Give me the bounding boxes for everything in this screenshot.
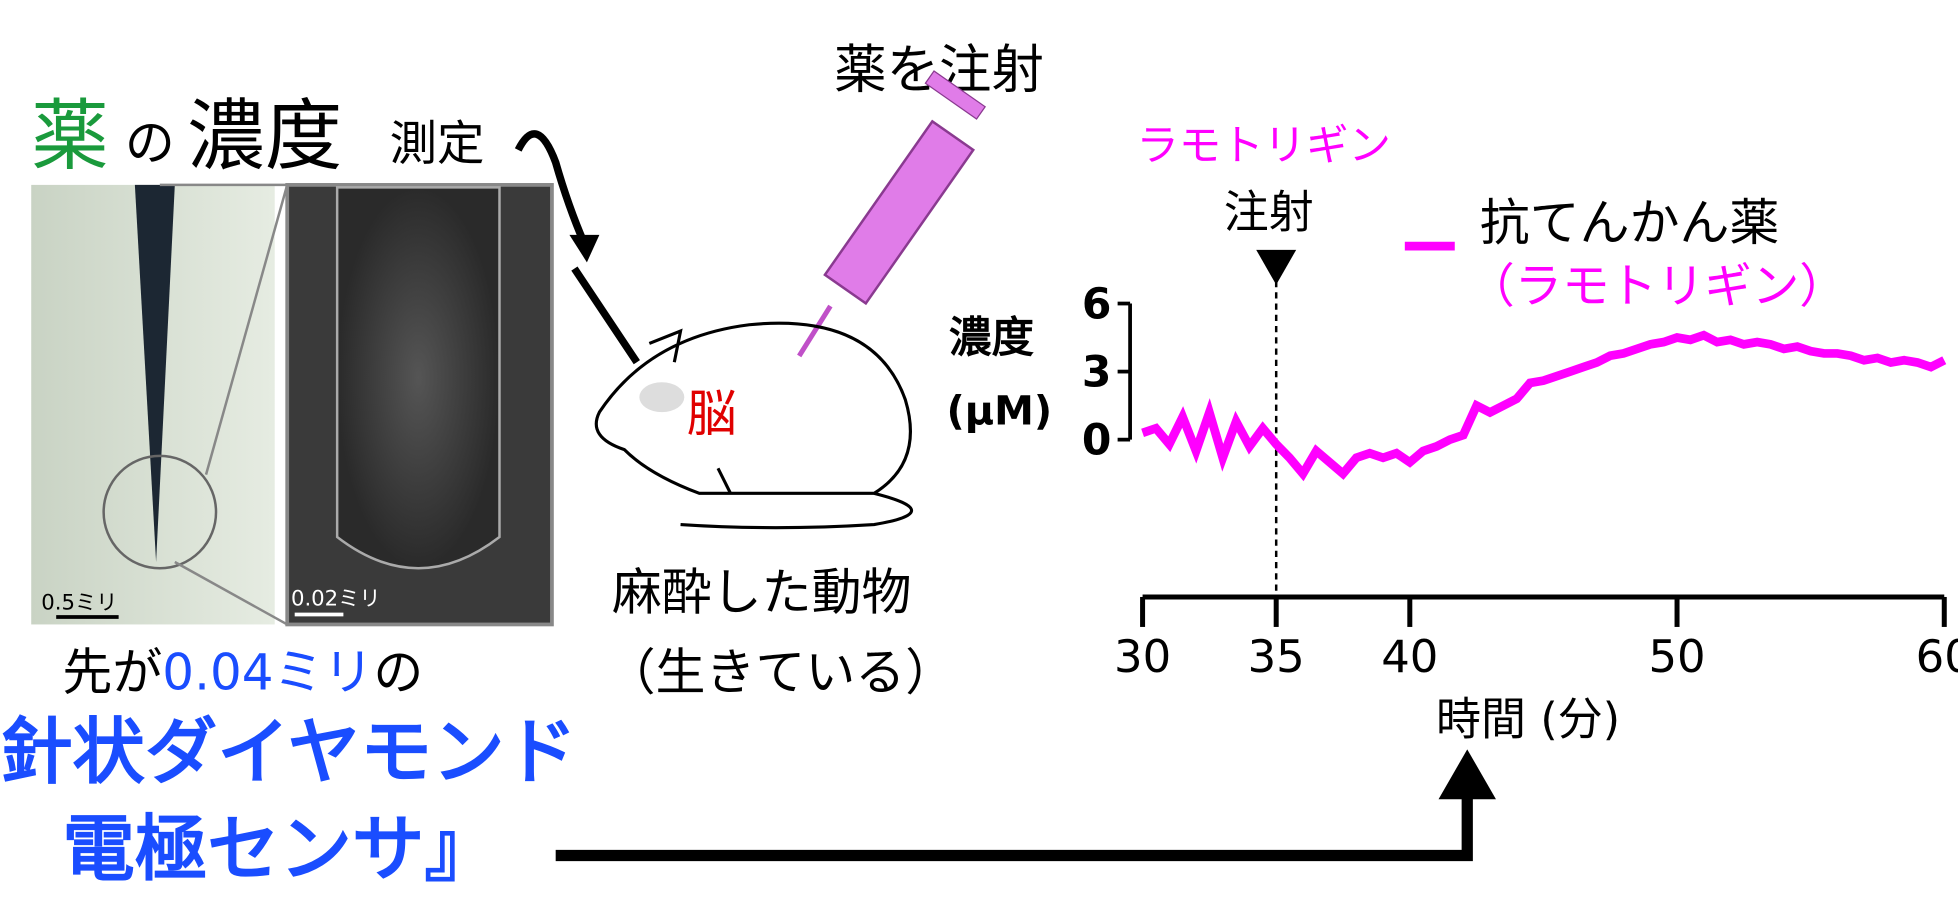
sensor-name: 針状ダイヤモンド [0, 711, 577, 795]
figure: 薬 の 濃度 測定 0.5ミリ 0.02ミリ 先が0.04ミリの 針状ダイヤモン… [0, 0, 1958, 903]
y-axis-unit: (μM) [947, 389, 1053, 435]
legend-label: 抗てんかん薬 [1480, 194, 1780, 252]
y-tick-label: 3 [1082, 349, 1112, 398]
x-axis-label: 時間 (分) [1436, 692, 1620, 745]
title-conc: 濃度 [187, 91, 342, 181]
event-marker [1256, 250, 1296, 285]
y-tick-label: 6 [1082, 281, 1112, 330]
arrow [556, 793, 1468, 855]
brain [639, 382, 684, 412]
scale-label: 0.5ミリ [41, 590, 117, 615]
tip-post: の [373, 643, 423, 701]
title-no: の [125, 114, 175, 172]
scale-label: 0.02ミリ [291, 587, 381, 612]
tip-pre: 先が [62, 643, 162, 701]
electrode [337, 187, 499, 568]
animal-label: （生きている） [606, 643, 956, 701]
x-tick-label: 35 [1248, 630, 1305, 683]
arrowhead [1439, 749, 1496, 799]
animal-label: 麻酔した動物 [612, 563, 912, 621]
y-tick-label: 0 [1082, 417, 1112, 466]
data-line [1143, 335, 1945, 473]
x-tick-label: 40 [1381, 630, 1438, 683]
brain-label: 脳 [687, 385, 737, 443]
x-tick-label: 60 [1916, 630, 1958, 683]
y-axis-label: 濃度 [949, 314, 1034, 363]
needle [574, 269, 636, 363]
title-measure: 測定 [390, 117, 485, 172]
annotation-event: 注射 [1224, 185, 1314, 238]
syringe [799, 71, 985, 356]
tip-text: 先が0.04ミリの [62, 643, 423, 701]
annotation-drug: ラモトリギン [1136, 122, 1391, 171]
title-drug: 薬 [31, 91, 108, 181]
x-tick-label: 50 [1648, 630, 1705, 683]
x-tick-label: 30 [1114, 630, 1171, 683]
legend-sub: （ラモトリギン） [1467, 259, 1847, 314]
mouse [596, 323, 911, 527]
sensor-name: 電極センサ』 [62, 808, 496, 892]
tip-size: 0.04ミリ [162, 643, 373, 701]
arrowhead [569, 235, 599, 262]
